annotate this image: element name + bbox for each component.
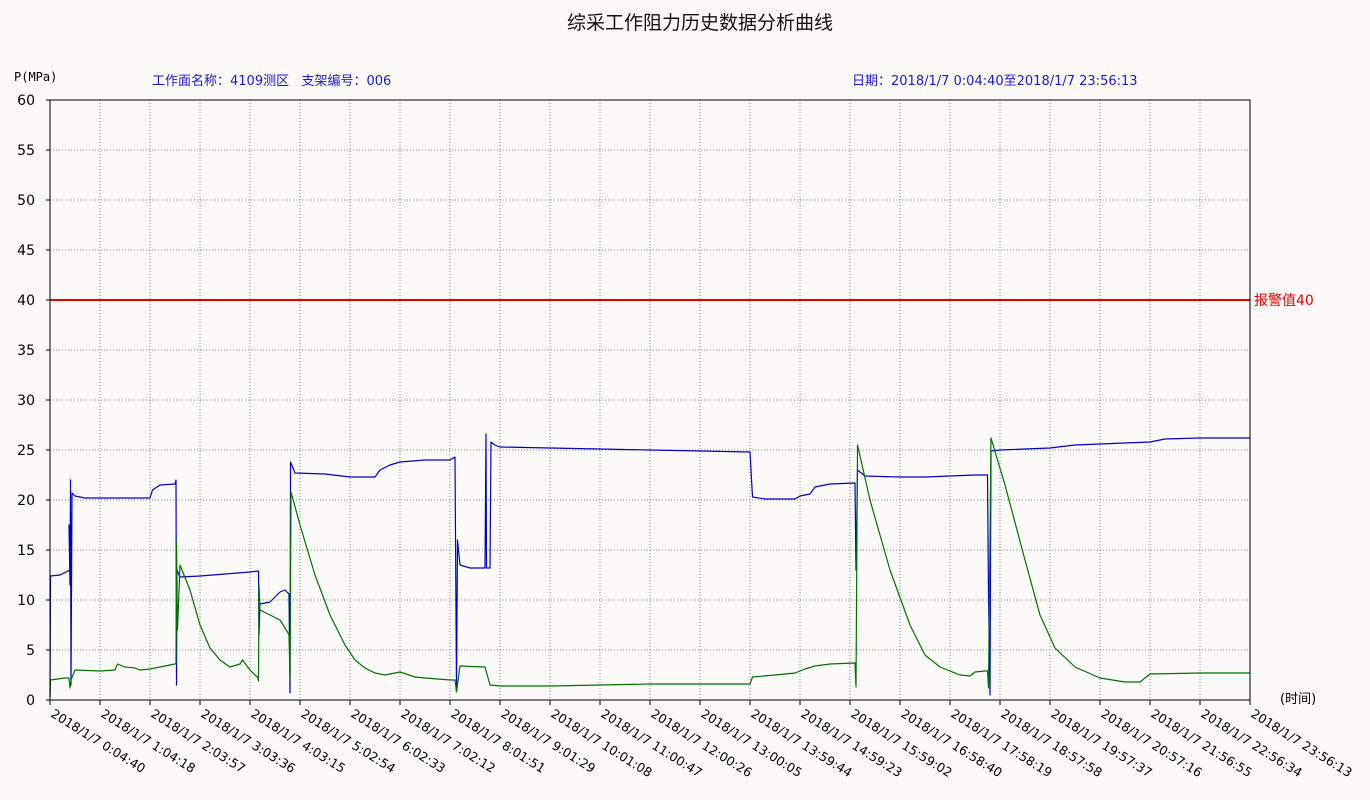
- chart-title: 综采工作阻力历史数据分析曲线: [566, 12, 833, 34]
- y-tick-label: 55: [17, 143, 35, 159]
- y-tick-label: 40: [17, 293, 35, 309]
- y-tick-label: 15: [17, 543, 35, 559]
- date-range-label: 日期：2018/1/7 0:04:40至2018/1/7 23:56:13: [852, 74, 1138, 89]
- y-axis-label: P(MPa): [14, 70, 58, 84]
- y-tick-label: 25: [17, 443, 35, 459]
- x-tick-label: 2018/1/7 0:04:40: [48, 706, 148, 776]
- series-line-1: [49, 433, 1250, 698]
- y-tick-label: 45: [17, 243, 35, 259]
- plot-frame: [49, 99, 1251, 701]
- y-axis-ticks: 0 5 10 15 20 25 30 35 40 45 50 55 60: [17, 93, 50, 709]
- y-tick-label: 20: [17, 493, 35, 509]
- y-tick-label: 0: [26, 693, 35, 709]
- series-lines: [49, 433, 1250, 698]
- x-axis-label: (时间): [1280, 692, 1316, 707]
- y-tick-label: 5: [26, 643, 35, 659]
- series-line-2: [49, 437, 1250, 698]
- support-id-label: 支架编号：006: [301, 74, 392, 89]
- axes: [49, 99, 1251, 701]
- alarm-label: 报警值40: [1254, 293, 1314, 309]
- y-tick-label: 30: [17, 393, 35, 409]
- y-tick-label: 60: [17, 93, 35, 109]
- alarm-threshold: 报警值40: [50, 293, 1314, 309]
- face-name-label: 工作面名称：4109测区: [152, 74, 290, 89]
- y-tick-label: 50: [17, 193, 35, 209]
- y-tick-label: 35: [17, 343, 35, 359]
- y-tick-label: 10: [17, 593, 35, 609]
- header-info: 工作面名称：4109测区 支架编号：006: [152, 70, 391, 89]
- grid: [50, 99, 1250, 700]
